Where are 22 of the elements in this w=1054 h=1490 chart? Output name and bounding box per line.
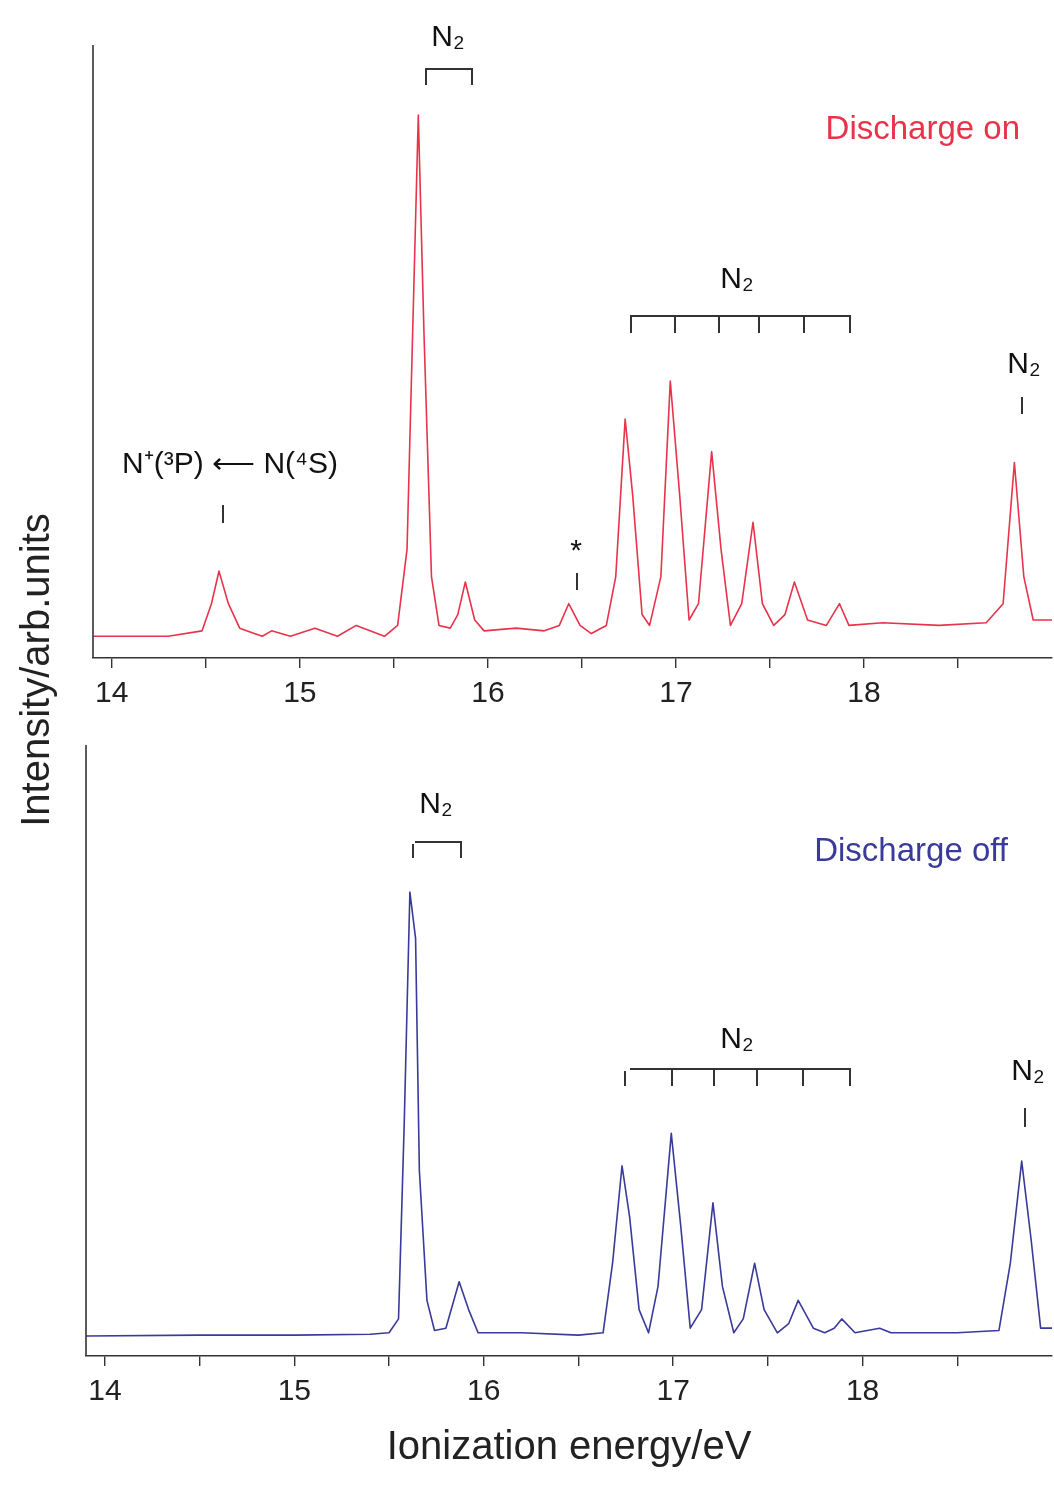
x-tick-label: 17 [656, 1373, 690, 1407]
annotation: N₂ [720, 261, 754, 295]
x-tick-label: 17 [659, 675, 693, 709]
x-tick-label: 14 [95, 675, 129, 709]
x-tick-label: 18 [845, 1373, 880, 1407]
x-tick-label: 16 [467, 1373, 501, 1407]
x-tick-label: 15 [283, 675, 317, 709]
y-axis-title: Intensity/arb.units [12, 513, 58, 827]
annotation: N₂ [720, 1021, 754, 1055]
text: N₂ [419, 786, 453, 820]
annotation: N⁺(³P) ⟵ N(⁴S) [122, 446, 338, 480]
x-tick-label: 16 [471, 675, 505, 709]
x-tick-label: 15 [277, 1373, 312, 1407]
text: Discharge off [814, 831, 1009, 869]
annotation: N₂ [1011, 1053, 1045, 1087]
x-axis-title: Ionization energy/eV [386, 1423, 752, 1468]
text: N₂ [431, 19, 465, 53]
annotation: N₂ [1007, 346, 1041, 380]
text: Discharge on [825, 109, 1020, 147]
x-tick-label: 14 [88, 1373, 122, 1407]
x-tick-label: 18 [847, 675, 881, 709]
annotation: * [570, 533, 583, 567]
